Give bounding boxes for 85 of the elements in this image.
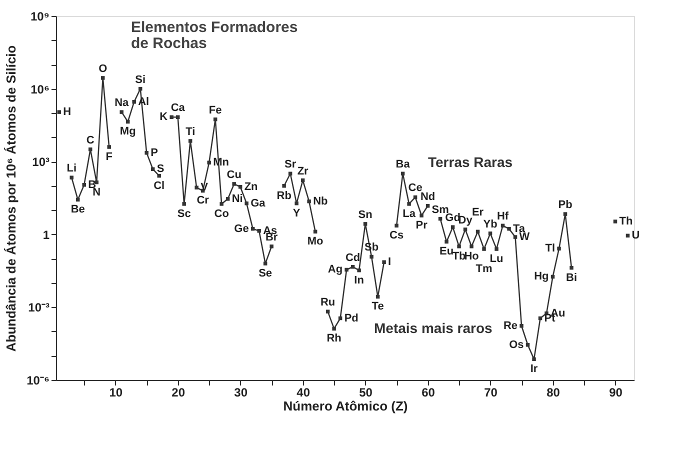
annotation: Fe [208, 104, 222, 116]
annotation: U [632, 230, 640, 242]
annotation: Be [70, 204, 85, 216]
annotation: Tm [476, 263, 492, 276]
annotation: Pr [416, 220, 428, 232]
annotation: Mg [120, 126, 136, 138]
annotation: Er [472, 206, 484, 219]
y-tick-label: 10⁹ [30, 10, 50, 24]
annotation: Sn [358, 208, 373, 221]
annotation: Cs [390, 230, 404, 242]
x-tick-label: 50 [359, 386, 373, 400]
annotation: Na [114, 97, 130, 110]
y-tick-label: 10⁻⁶ [26, 374, 50, 388]
annotation: Yb [483, 218, 498, 230]
annotation: Pd [344, 312, 358, 324]
annotation: Ce [408, 182, 422, 194]
y-tick-label: 10⁻³ [28, 300, 50, 315]
annotation: Cr [196, 194, 210, 207]
annotation: Terras Raras [428, 154, 513, 170]
annotation: Se [258, 268, 272, 280]
annotation: Rh [326, 332, 342, 345]
annotation: Re [503, 320, 518, 332]
annotation: Ge [234, 222, 249, 235]
x-tick-label: 10 [109, 386, 123, 400]
x-tick-label: 40 [296, 386, 310, 400]
annotation: Sc [177, 208, 191, 220]
annotation: Metais mais raros [374, 320, 492, 336]
annotation: Elementos Formadores de Rochas [131, 19, 298, 52]
annotation: Ru [320, 296, 336, 309]
annotation: H [63, 106, 72, 118]
annotation: Ni [232, 192, 243, 205]
y-axis-title: Abundância de Átomos por 10⁶ Átomos de Silício [4, 45, 19, 352]
annotation: La [402, 208, 416, 220]
annotation: C [86, 134, 94, 146]
annotation: F [106, 150, 113, 163]
annotation: Te [372, 300, 384, 313]
annotation: Mo [307, 236, 324, 248]
annotation: Eu [440, 246, 454, 258]
y-tick-label: 1 [42, 228, 50, 242]
annotation: Tl [545, 242, 556, 255]
annotation: Th [619, 216, 633, 228]
annotation: Nd [420, 190, 436, 203]
annotation: Hf [496, 210, 509, 223]
annotation: Cl [154, 180, 165, 192]
annotation: Tb [452, 250, 466, 262]
annotation: Os [509, 338, 524, 351]
annotation: Cd [345, 252, 360, 264]
x-tick-label: 30 [234, 386, 248, 400]
annotation: S [156, 163, 164, 176]
x-tick-label: 90 [609, 386, 623, 400]
annotation: Ir [530, 363, 538, 376]
annotation: Ca [170, 102, 186, 114]
annotation: Li [66, 162, 77, 175]
annotation: Lu [490, 253, 504, 266]
annotation: I [388, 256, 392, 268]
annotation: Ag [328, 264, 343, 276]
annotation: Zr [297, 165, 310, 178]
x-tick-label: 80 [546, 386, 560, 400]
annotation: K [160, 111, 168, 124]
annotation: Si [135, 74, 146, 86]
x-tick-label: 70 [484, 386, 498, 400]
y-tick-label: 10³ [32, 155, 50, 170]
annotation: Hg [534, 270, 549, 283]
annotation: Y [292, 207, 301, 220]
annotation: Sr [284, 158, 297, 171]
annotation: O [98, 62, 108, 75]
x-axis-title: Número Atômico (Z) [283, 398, 408, 414]
annotation: Ho [464, 250, 480, 262]
annotation: Cu [226, 168, 242, 181]
annotation: Nb [313, 195, 328, 208]
x-tick-label: 60 [422, 386, 436, 400]
annotation: Ti [186, 126, 196, 138]
annotation: Ga [250, 197, 266, 210]
annotation: Zn [244, 180, 258, 193]
annotation: In [354, 274, 364, 286]
annotation: Pb [558, 199, 573, 212]
x-tick-label: 20 [172, 386, 186, 400]
annotation: Rb [276, 190, 292, 202]
annotation: Bi [566, 272, 578, 284]
y-tick-label: 10⁶ [30, 82, 50, 96]
annotation: P [150, 146, 158, 159]
annotation: Gd [445, 212, 460, 224]
annotation: Ba [396, 158, 411, 171]
annotation: W [519, 231, 530, 244]
annotation: Co [214, 208, 230, 220]
